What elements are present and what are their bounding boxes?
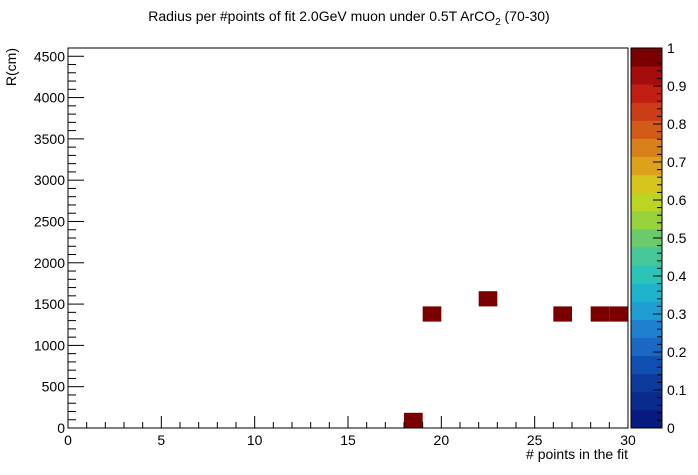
x-axis: 0 5 10 15 20 25 30 bbox=[64, 416, 636, 448]
y-tick-label: 2500 bbox=[34, 213, 65, 229]
heatmap-cell bbox=[553, 306, 572, 322]
x-tick-label: 25 bbox=[527, 432, 543, 448]
colorbar-tick-label: 0.3 bbox=[667, 306, 687, 322]
colorbar-swatch bbox=[631, 373, 662, 393]
plot-frame bbox=[67, 47, 629, 429]
chart-title-main: Radius per #points of fit 2.0GeV muon un… bbox=[148, 8, 496, 24]
colorbar-swatch bbox=[631, 120, 662, 139]
heatmap-cell bbox=[404, 412, 423, 428]
colorbar-tick-label: 0.2 bbox=[667, 344, 687, 360]
x-tick-label: 0 bbox=[64, 432, 72, 448]
colorbar-swatch bbox=[631, 102, 662, 121]
y-tick-label: 2000 bbox=[34, 255, 65, 271]
y-tick-label: 3500 bbox=[34, 131, 65, 147]
y-axis: 0 500 1000 1500 2000 2500 3000 3500 4000 4500 bbox=[34, 47, 84, 436]
y-tick-label: 3000 bbox=[34, 172, 65, 188]
y-tick-label: 0 bbox=[57, 420, 65, 436]
heatmap-cells bbox=[404, 291, 628, 428]
colorbar-tick-label: 0.9 bbox=[667, 78, 687, 94]
y-tick-label: 1500 bbox=[34, 296, 65, 312]
colorbar-swatch bbox=[631, 409, 662, 429]
colorbar-swatch bbox=[631, 174, 662, 194]
colorbar-swatch bbox=[631, 337, 662, 357]
heatmap-cell bbox=[422, 306, 442, 322]
colorbar-tick-label: 0.5 bbox=[667, 230, 687, 246]
colorbar-swatch bbox=[631, 138, 662, 158]
colorbar-swatch bbox=[631, 319, 662, 339]
x-tick-label: 15 bbox=[340, 432, 356, 448]
colorbar-swatch bbox=[631, 66, 662, 85]
colorbar-tick-label: 1 bbox=[667, 40, 675, 56]
y-tick-label: 4500 bbox=[34, 48, 65, 64]
colorbar-swatch bbox=[631, 192, 662, 212]
colorbar-tick-label: 0.8 bbox=[667, 116, 687, 132]
heatmap-cell bbox=[609, 306, 628, 322]
heatmap-cell bbox=[478, 291, 498, 307]
colorbar-swatch bbox=[631, 283, 662, 302]
colorbar-swatch bbox=[631, 48, 662, 67]
colorbar-tick-label: 0.4 bbox=[667, 268, 687, 284]
y-tick-label: 1000 bbox=[34, 337, 65, 353]
colorbar: 0 0.1 0.2 0.3 0.4 0.5 0.6 0.7 0.8 0.9 1 bbox=[630, 40, 687, 436]
x-tick-label: 20 bbox=[434, 432, 450, 448]
y-tick-label: 500 bbox=[42, 379, 66, 395]
colorbar-swatch bbox=[631, 301, 662, 320]
colorbar-swatch bbox=[631, 355, 662, 375]
colorbar-tick-label: 0.7 bbox=[667, 154, 687, 170]
x-tick-label: 5 bbox=[157, 432, 165, 448]
x-axis-label: # points in the fit bbox=[526, 446, 628, 462]
colorbar-swatch bbox=[631, 265, 662, 284]
colorbar-swatch bbox=[631, 156, 662, 176]
y-axis-label: R(cm) bbox=[3, 48, 19, 86]
colorbar-swatch bbox=[631, 247, 662, 266]
colorbar-tick-label: 0.6 bbox=[667, 192, 687, 208]
x-tick-label: 10 bbox=[247, 432, 263, 448]
x-tick-label: 30 bbox=[620, 432, 636, 448]
chart-title-suffix: (70-30) bbox=[500, 8, 550, 24]
heatmap-cell bbox=[590, 306, 610, 322]
chart-title: Radius per #points of fit 2.0GeV muon un… bbox=[0, 8, 698, 28]
colorbar-swatch bbox=[631, 228, 662, 248]
colorbar-tick-label: 0.1 bbox=[667, 382, 687, 398]
colorbar-swatch bbox=[631, 210, 662, 230]
colorbar-tick-label: 0 bbox=[667, 420, 675, 436]
y-tick-label: 4000 bbox=[34, 90, 65, 106]
colorbar-swatch bbox=[631, 391, 662, 411]
chart-title-subscript: 2 bbox=[495, 16, 501, 28]
colorbar-swatch bbox=[631, 84, 662, 103]
